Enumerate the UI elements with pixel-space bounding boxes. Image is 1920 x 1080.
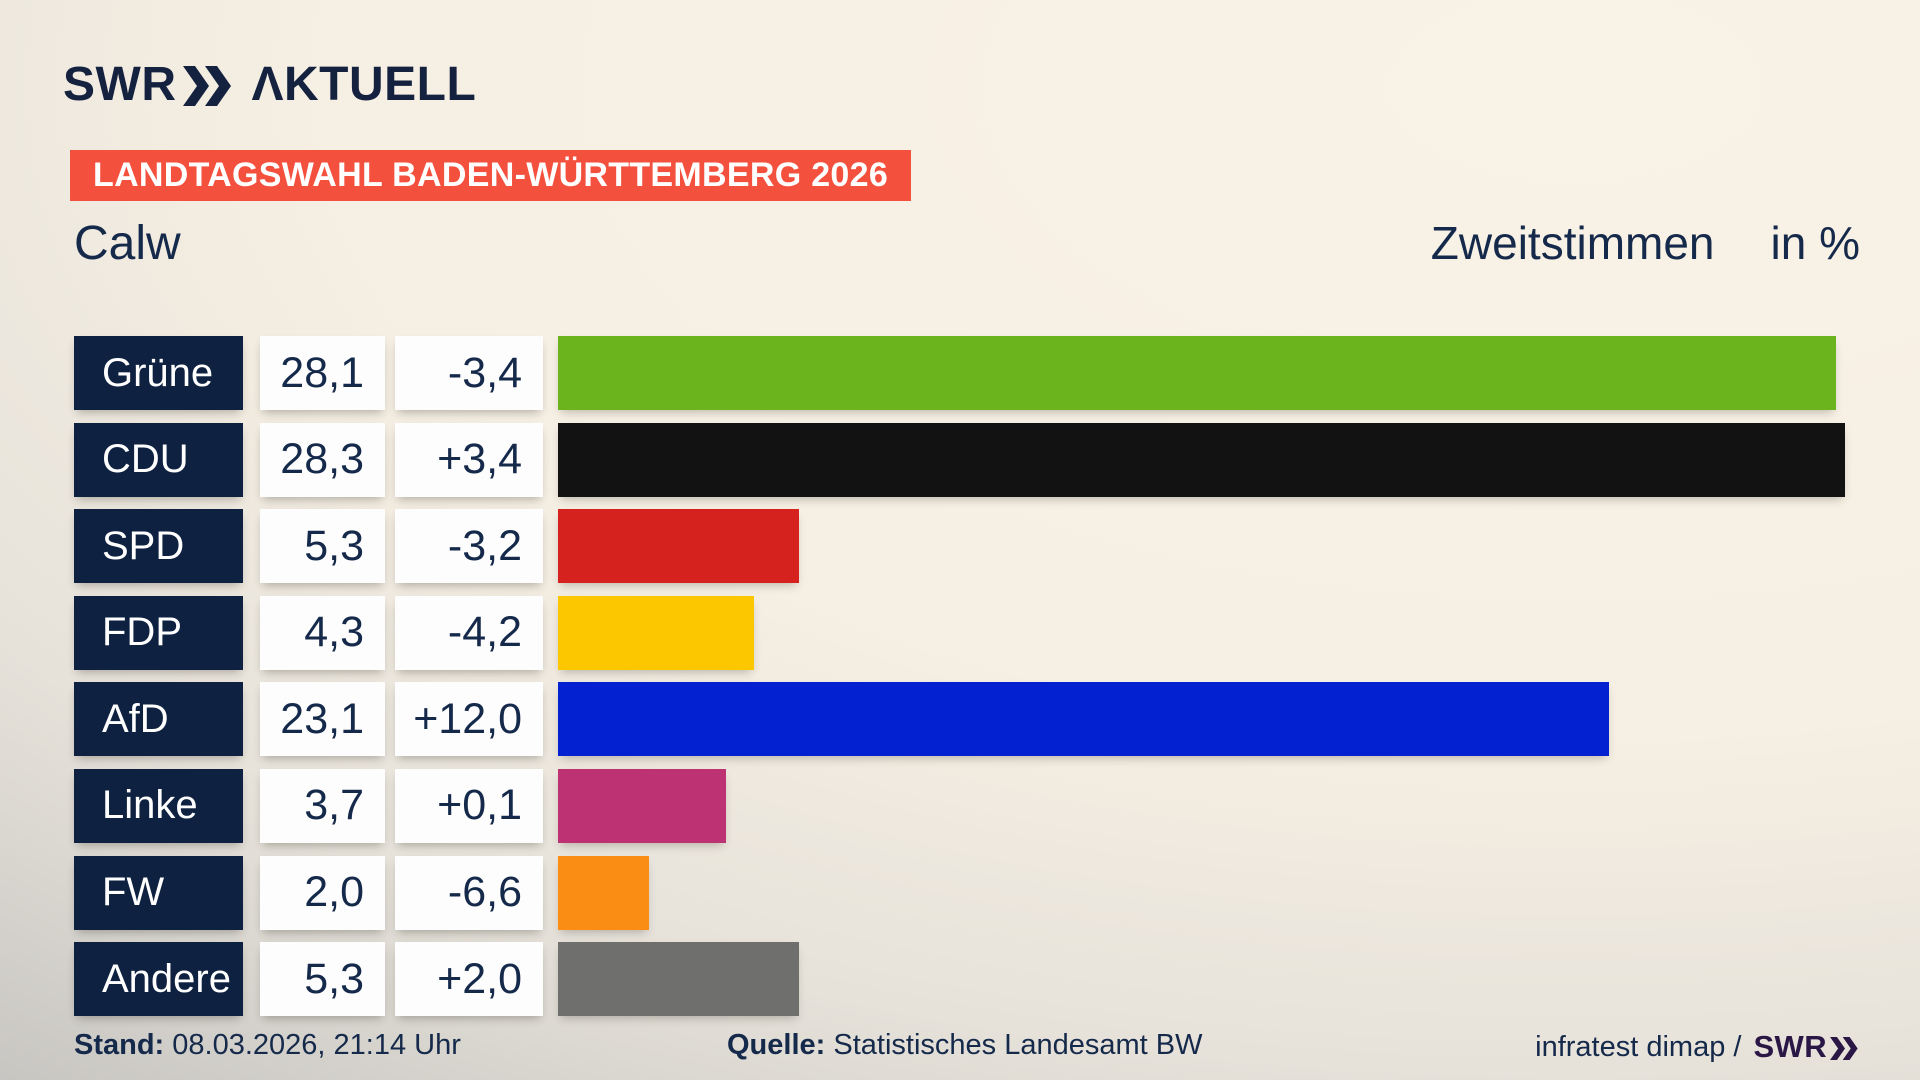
- party-row: Linke 3,7 +0,1: [74, 768, 1860, 843]
- stand-line: Stand: 08.03.2026, 21:14 Uhr: [74, 1029, 461, 1062]
- bar-track: [558, 595, 1860, 670]
- bar-track: [558, 768, 1860, 843]
- party-change-value: -6,6: [395, 855, 543, 930]
- bar-track: [558, 942, 1860, 1017]
- result-bar: [558, 509, 800, 584]
- party-percent-value: 5,3: [260, 942, 385, 1017]
- party-percent-value: 3,7: [260, 768, 385, 843]
- bar-track: [558, 336, 1860, 410]
- party-percent-value: 28,3: [260, 422, 385, 497]
- party-percent-value: 5,3: [260, 509, 385, 584]
- bar-track: [558, 855, 1860, 930]
- unit-label: in %: [1770, 217, 1860, 269]
- result-bar: [558, 942, 800, 1017]
- swr-credit-logo: SWR: [1753, 1029, 1860, 1065]
- party-percent-value: 28,1: [260, 336, 385, 410]
- stand-value: 08.03.2026, 21:14 Uhr: [164, 1029, 461, 1061]
- bar-chart: Grüne 28,1 -3,4 CDU 28,3 +3,4 SPD 5,3 -3…: [74, 336, 1860, 1017]
- result-bar: [558, 855, 649, 930]
- swr-logo-text: SWR: [63, 57, 177, 111]
- result-bar: [558, 768, 727, 843]
- credit-line: infratest dimap / SWR: [1535, 1029, 1860, 1065]
- party-change-value: -3,2: [395, 509, 543, 584]
- party-percent-value: 2,0: [260, 855, 385, 930]
- party-label: AfD: [74, 682, 243, 757]
- double-chevron-icon: [183, 66, 232, 106]
- measure-label: Zweitstimmen: [1430, 217, 1715, 269]
- bar-track: [558, 682, 1860, 757]
- party-row: FW 2,0 -6,6: [74, 855, 1860, 930]
- credit-text: infratest dimap /: [1535, 1030, 1742, 1063]
- party-label: FW: [74, 855, 243, 930]
- result-bar: [558, 682, 1609, 757]
- party-row: SPD 5,3 -3,2: [74, 509, 1860, 584]
- party-label: Linke: [74, 768, 243, 843]
- result-bar: [558, 422, 1845, 497]
- party-change-value: +0,1: [395, 768, 543, 843]
- party-row: Grüne 28,1 -3,4: [74, 336, 1860, 410]
- source-line: Quelle: Statistisches Landesamt BW: [727, 1029, 1202, 1062]
- party-label: Andere: [74, 942, 243, 1017]
- banner-text: LANDTAGSWAHL BADEN-WÜRTTEMBERG 2026: [93, 156, 889, 194]
- party-change-value: +12,0: [395, 682, 543, 757]
- party-row: CDU 28,3 +3,4: [74, 422, 1860, 497]
- party-percent-value: 23,1: [260, 682, 385, 757]
- source-value: Statistisches Landesamt BW: [825, 1029, 1203, 1061]
- aktuell-logo-text: ΛKTUELL: [251, 57, 477, 111]
- party-label: Grüne: [74, 336, 243, 410]
- region-title: Calw: [74, 216, 181, 270]
- party-label: FDP: [74, 595, 243, 670]
- bar-track: [558, 509, 1860, 584]
- party-change-value: +2,0: [395, 942, 543, 1017]
- party-percent-value: 4,3: [260, 595, 385, 670]
- swr-credit-text: SWR: [1753, 1029, 1827, 1064]
- election-banner: LANDTAGSWAHL BADEN-WÜRTTEMBERG 2026: [70, 150, 912, 201]
- result-bar: [558, 336, 1836, 410]
- bar-track: [558, 422, 1860, 497]
- source-label: Quelle:: [727, 1029, 826, 1061]
- result-bar: [558, 595, 754, 670]
- title-bar: Calw Zweitstimmen in %: [74, 212, 1860, 274]
- party-row: Andere 5,3 +2,0: [74, 942, 1860, 1017]
- party-row: FDP 4,3 -4,2: [74, 595, 1860, 670]
- measure-title: Zweitstimmen in %: [1431, 216, 1860, 270]
- swr-aktuell-logo: SWR ΛKTUELL: [63, 55, 476, 113]
- party-label: SPD: [74, 509, 243, 584]
- stand-label: Stand:: [74, 1029, 165, 1061]
- party-label: CDU: [74, 422, 243, 497]
- party-change-value: +3,4: [395, 422, 543, 497]
- party-change-value: -4,2: [395, 595, 543, 670]
- double-chevron-icon: [1830, 1036, 1858, 1060]
- party-row: AfD 23,1 +12,0: [74, 682, 1860, 757]
- party-change-value: -3,4: [395, 336, 543, 410]
